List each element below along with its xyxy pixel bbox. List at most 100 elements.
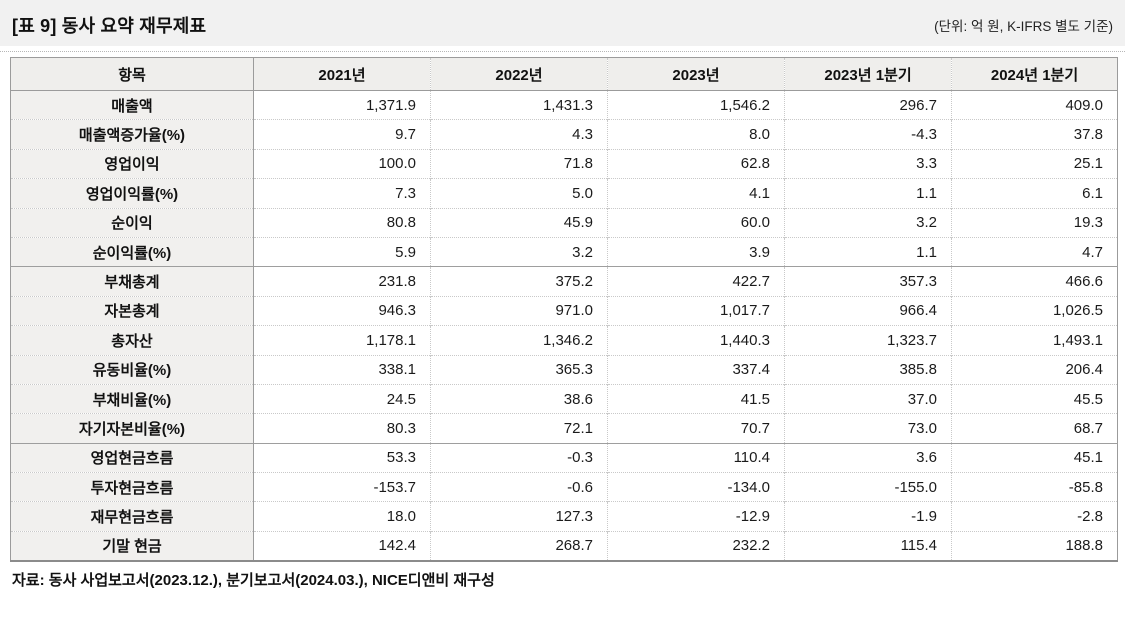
cell-value: 966.4 [784,296,952,326]
row-label: 자본총계 [10,296,254,326]
cell-value: 4.1 [607,178,785,209]
cell-value: 1,026.5 [951,296,1118,326]
cell-value: 80.3 [253,413,431,444]
cell-value: 80.8 [253,208,431,238]
row-label: 투자현금흐름 [10,472,254,502]
cell-value: 19.3 [951,208,1118,238]
cell-value: 357.3 [784,266,952,297]
unit-note: (단위: 억 원, K-IFRS 별도 기준) [934,19,1113,34]
cell-value: 946.3 [253,296,431,326]
cell-value: 100.0 [253,149,431,179]
cell-value: 110.4 [607,443,785,473]
cell-value: 1,346.2 [430,325,608,356]
cell-value: -153.7 [253,472,431,502]
cell-value: 3.3 [784,149,952,179]
table-row: 부채총계 231.8 375.2 422.7 357.3 466.6 [10,266,1118,297]
cell-value: 18.0 [253,501,431,532]
row-label: 영업이익률(%) [10,178,254,209]
row-label: 영업이익 [10,149,254,179]
cell-value: 365.3 [430,355,608,385]
cell-value: 1.1 [784,237,952,267]
row-label: 부채총계 [10,266,254,297]
table-row: 부채비율(%) 24.5 38.6 41.5 37.0 45.5 [10,384,1118,414]
table-row: 순이익률(%) 5.9 3.2 3.9 1.1 4.7 [10,237,1118,267]
table-row: 투자현금흐름 -153.7 -0.6 -134.0 -155.0 -85.8 [10,472,1118,502]
table-row: 재무현금흐름 18.0 127.3 -12.9 -1.9 -2.8 [10,501,1118,532]
cell-value: 60.0 [607,208,785,238]
cell-value: -4.3 [784,119,952,150]
cell-value: 72.1 [430,413,608,444]
cell-value: 4.3 [430,119,608,150]
cell-value: -2.8 [951,501,1118,532]
cell-value: 296.7 [784,90,952,120]
cell-value: 1,431.3 [430,90,608,120]
row-label: 순이익률(%) [10,237,254,267]
table-row: 영업이익 100.0 71.8 62.8 3.3 25.1 [10,149,1118,179]
cell-value: 3.2 [784,208,952,238]
cell-value: 466.6 [951,266,1118,297]
table-row: 순이익 80.8 45.9 60.0 3.2 19.3 [10,208,1118,238]
col-header-item: 항목 [118,66,146,84]
cell-value: 8.0 [607,119,785,150]
cell-value: 1,493.1 [951,325,1118,356]
cell-value: -134.0 [607,472,785,502]
col-header-2024q1: 2024년 1분기 [951,57,1118,91]
cell-value: -155.0 [784,472,952,502]
table-title: [표 9] 동사 요약 재무제표 [12,16,207,36]
cell-value: 6.1 [951,178,1118,209]
table-row: 자기자본비율(%) 80.3 72.1 70.7 73.0 68.7 [10,413,1118,444]
cell-value: 1,017.7 [607,296,785,326]
row-label: 기말 현금 [10,531,254,561]
cell-value: 1,546.2 [607,90,785,120]
cell-value: 1.1 [784,178,952,209]
cell-value: 3.2 [430,237,608,267]
cell-value: 232.2 [607,531,785,561]
report-page: [표 9] 동사 요약 재무제표 (단위: 억 원, K-IFRS 별도 기준)… [0,0,1125,589]
col-header-2022: 2022년 [430,57,608,91]
table-row: 유동비율(%) 338.1 365.3 337.4 385.8 206.4 [10,355,1118,385]
cell-value: 4.7 [951,237,1118,267]
cell-value: 41.5 [607,384,785,414]
row-label: 총자산 [10,325,254,356]
cell-value: -0.6 [430,472,608,502]
table-row: 기말 현금 142.4 268.7 232.2 115.4 188.8 [10,531,1118,561]
row-label: 부채비율(%) [10,384,254,414]
cell-value: -85.8 [951,472,1118,502]
cell-value: 1,440.3 [607,325,785,356]
cell-value: 338.1 [253,355,431,385]
cell-value: 45.5 [951,384,1118,414]
cell-value: 7.3 [253,178,431,209]
table-header-row: 항목 2021년 2022년 2023년 2023년 1분기 2024년 1분기 [10,57,1118,91]
table-row: 자본총계 946.3 971.0 1,017.7 966.4 1,026.5 [10,296,1118,326]
table-row: 매출액증가율(%) 9.7 4.3 8.0 -4.3 37.8 [10,119,1118,150]
cell-value: 1,178.1 [253,325,431,356]
cell-value: 206.4 [951,355,1118,385]
cell-value: 231.8 [253,266,431,297]
cell-value: 37.8 [951,119,1118,150]
page-divider [0,51,1125,52]
table-caption-bar: [표 9] 동사 요약 재무제표 (단위: 억 원, K-IFRS 별도 기준) [0,0,1125,46]
cell-value: 68.7 [951,413,1118,444]
cell-value: 142.4 [253,531,431,561]
cell-value: 1,371.9 [253,90,431,120]
cell-value: 45.9 [430,208,608,238]
cell-value: 127.3 [430,501,608,532]
cell-value: 268.7 [430,531,608,561]
cell-value: 3.6 [784,443,952,473]
row-label: 매출액 [10,90,254,120]
cell-value: 1,323.7 [784,325,952,356]
cell-value: 73.0 [784,413,952,444]
cell-value: 337.4 [607,355,785,385]
cell-value: 53.3 [253,443,431,473]
table-row: 영업이익률(%) 7.3 5.0 4.1 1.1 6.1 [10,178,1118,209]
cell-value: 115.4 [784,531,952,561]
cell-value: 3.9 [607,237,785,267]
row-label: 순이익 [10,208,254,238]
row-label: 재무현금흐름 [10,501,254,532]
col-header-2023q1: 2023년 1분기 [784,57,952,91]
table-row: 매출액 1,371.9 1,431.3 1,546.2 296.7 409.0 [10,90,1118,120]
cell-value: 71.8 [430,149,608,179]
cell-value: 24.5 [253,384,431,414]
cell-value: 25.1 [951,149,1118,179]
row-label: 매출액증가율(%) [10,119,254,150]
